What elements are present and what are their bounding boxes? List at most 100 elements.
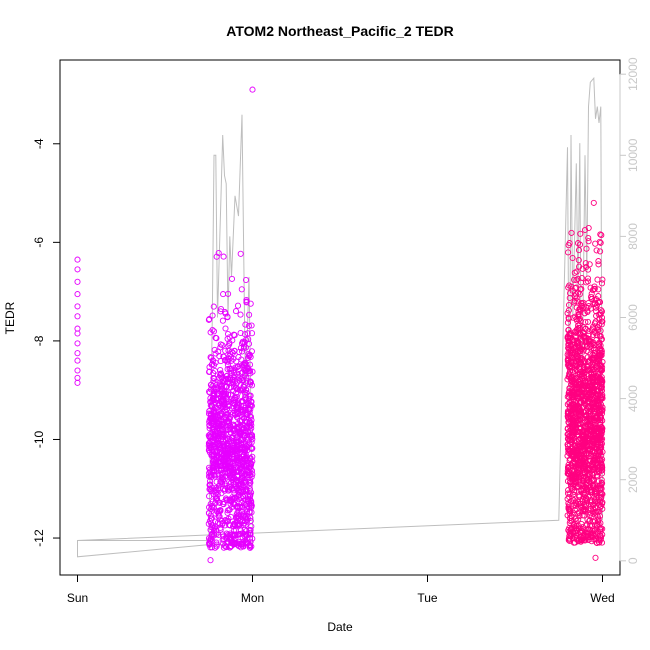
cluster-point <box>599 404 606 411</box>
cluster-point <box>566 519 573 526</box>
cluster-point <box>205 509 212 517</box>
cluster-point <box>565 344 572 352</box>
cluster-point <box>210 444 217 451</box>
cluster-point <box>217 373 224 380</box>
cluster-point <box>217 370 225 377</box>
cluster-point <box>565 527 572 534</box>
cluster-point <box>586 522 593 529</box>
cluster-point <box>584 275 592 282</box>
cluster-point <box>248 504 255 511</box>
cluster-point <box>598 321 605 328</box>
cluster-point <box>207 410 214 417</box>
cluster-point <box>593 304 600 311</box>
outlier-point <box>590 199 597 206</box>
cluster-point <box>207 544 214 551</box>
cluster-point <box>237 527 244 534</box>
cluster-point <box>228 365 235 372</box>
cluster-point <box>567 479 574 486</box>
cluster-point <box>207 386 215 393</box>
cluster-point <box>222 347 229 354</box>
cluster-point <box>564 431 571 438</box>
cluster-point <box>213 543 220 550</box>
cluster-point <box>223 530 230 537</box>
cluster-point <box>597 526 604 533</box>
cluster-point <box>567 362 574 369</box>
cluster-point <box>245 340 253 347</box>
cluster-point <box>240 479 247 486</box>
y-tick-label: -4 <box>32 138 46 149</box>
cluster-point <box>595 515 602 522</box>
cluster-point <box>209 312 216 319</box>
cluster-point <box>207 487 215 494</box>
cluster-point <box>597 490 604 497</box>
cluster-point <box>244 330 251 337</box>
cluster-point <box>593 308 600 315</box>
cluster-point <box>212 334 219 341</box>
cluster-point <box>585 464 592 471</box>
cluster-point <box>580 332 587 340</box>
cluster-point <box>584 516 591 523</box>
cluster-point <box>233 381 240 388</box>
cluster-point <box>596 339 603 346</box>
cluster-point <box>572 334 579 342</box>
cluster-point <box>564 464 572 471</box>
cluster-point <box>573 527 580 534</box>
cluster-point <box>246 311 253 318</box>
cluster-point <box>219 317 226 324</box>
cluster-point <box>212 499 219 506</box>
cluster-point <box>234 531 241 539</box>
cluster-point <box>219 469 226 477</box>
cluster-point <box>234 302 242 309</box>
cluster-point <box>215 435 222 442</box>
cluster-point <box>573 362 581 369</box>
cluster-point <box>235 540 242 547</box>
cluster-point <box>595 261 602 268</box>
cluster-point <box>570 447 577 454</box>
cluster-point <box>230 409 237 417</box>
cluster-point <box>227 543 234 550</box>
cluster-point <box>571 389 578 396</box>
cluster-point <box>243 462 250 469</box>
cluster-point <box>246 402 254 409</box>
cluster-point <box>217 412 224 419</box>
cluster-point <box>227 468 234 475</box>
cluster-point <box>206 504 213 511</box>
cluster-point <box>565 301 573 309</box>
cluster-point <box>589 518 596 525</box>
cluster-point <box>591 404 598 411</box>
cluster-point <box>244 444 251 451</box>
cluster-point <box>236 431 243 438</box>
cluster-point <box>223 540 230 547</box>
cluster-point <box>595 410 602 418</box>
cluster-point <box>211 375 218 382</box>
cluster-point <box>215 348 222 355</box>
cluster-point <box>575 324 582 331</box>
cluster-point <box>219 427 226 434</box>
cluster-point <box>211 410 218 417</box>
y-tick-label: -12 <box>32 529 46 547</box>
cluster-point <box>566 506 573 513</box>
cluster-point <box>583 305 590 312</box>
y2-tick-label: 10000 <box>626 138 640 172</box>
cluster-point <box>237 387 244 394</box>
cluster-point <box>570 382 577 389</box>
cluster-point <box>220 353 227 360</box>
cluster-point <box>583 245 590 252</box>
cluster-point <box>247 423 254 430</box>
cluster-point <box>592 433 599 440</box>
cluster-point <box>243 412 251 419</box>
cluster-point <box>210 468 218 475</box>
cluster-point <box>565 249 572 256</box>
cluster-point <box>222 437 229 444</box>
cluster-point <box>580 442 587 449</box>
cluster-point <box>237 311 244 318</box>
cluster-point <box>208 535 215 542</box>
cluster-point <box>571 362 578 369</box>
plot-frame <box>59 59 621 576</box>
cluster-point <box>584 479 591 486</box>
cluster-point <box>585 494 592 501</box>
cluster-point <box>218 466 225 473</box>
cluster-point <box>247 378 254 385</box>
cluster-point <box>594 453 601 460</box>
cluster-point <box>240 488 247 495</box>
